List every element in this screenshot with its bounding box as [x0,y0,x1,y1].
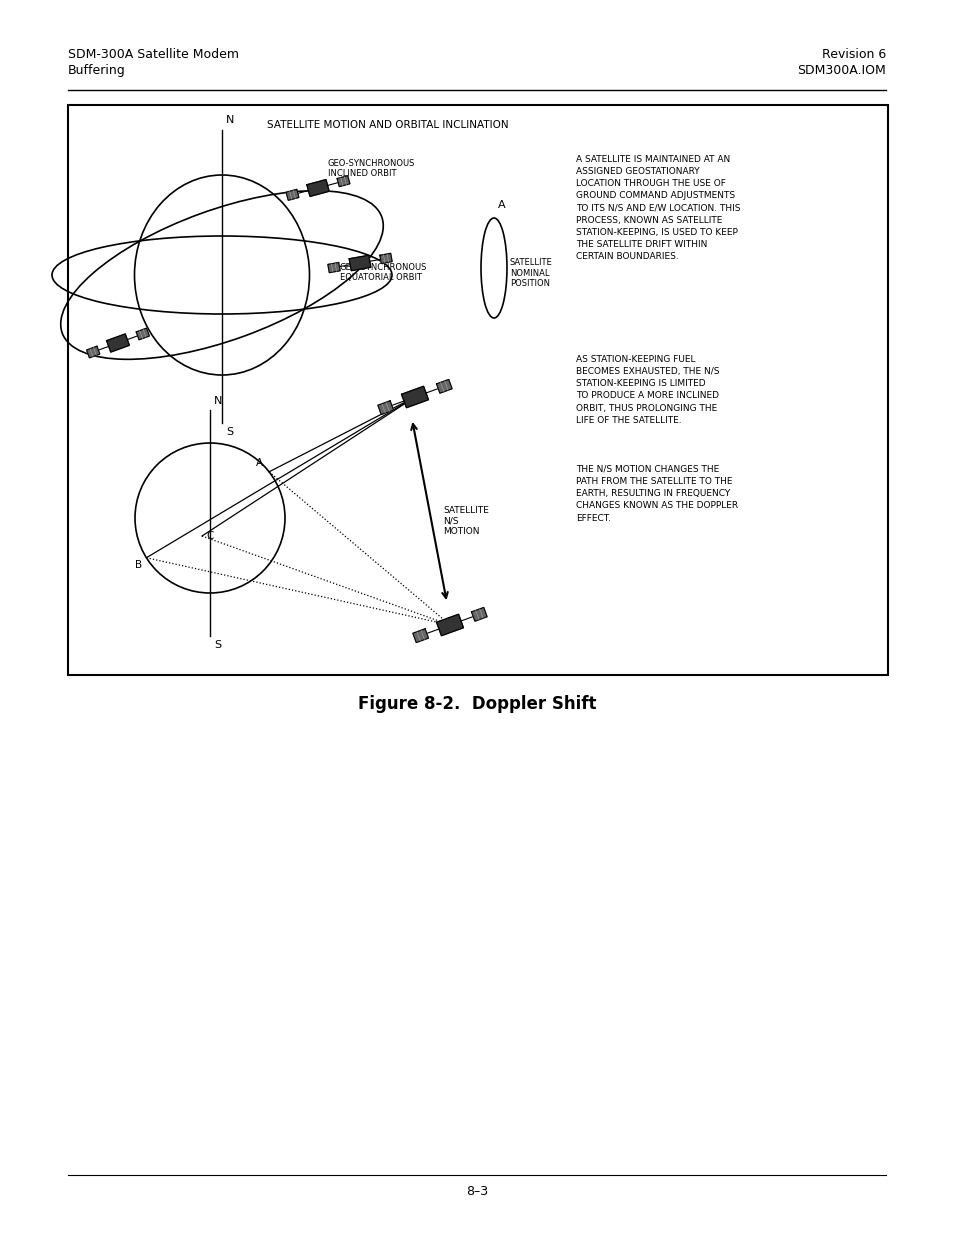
Text: A: A [497,200,505,210]
Polygon shape [336,175,350,186]
Polygon shape [436,614,463,636]
Text: N: N [213,396,222,406]
Ellipse shape [134,175,309,375]
Polygon shape [286,189,298,200]
Text: A: A [255,458,263,468]
Text: N: N [226,115,234,125]
Text: Buffering: Buffering [68,64,126,77]
Polygon shape [307,179,329,196]
Text: S: S [226,427,233,437]
Bar [68,105,887,676]
Text: C: C [206,531,213,541]
Text: SATELLITE
NOMINAL
POSITION: SATELLITE NOMINAL POSITION [510,258,552,288]
Polygon shape [377,401,393,415]
Text: SATELLITE
N/S
MOTION: SATELLITE N/S MOTION [442,506,488,536]
Polygon shape [436,379,452,393]
Polygon shape [349,256,371,270]
Text: SDM-300A Satellite Modem: SDM-300A Satellite Modem [68,48,239,61]
Polygon shape [471,608,487,621]
Polygon shape [401,387,428,408]
Text: SATELLITE MOTION AND ORBITAL INCLINATION: SATELLITE MOTION AND ORBITAL INCLINATION [267,120,508,130]
Text: Revision 6: Revision 6 [821,48,885,61]
Polygon shape [107,333,130,352]
Text: AS STATION-KEEPING FUEL
BECOMES EXHAUSTED, THE N/S
STATION-KEEPING IS LIMITED
TO: AS STATION-KEEPING FUEL BECOMES EXHAUSTE… [576,354,719,425]
Text: A SATELLITE IS MAINTAINED AT AN
ASSIGNED GEOSTATIONARY
LOCATION THROUGH THE USE : A SATELLITE IS MAINTAINED AT AN ASSIGNED… [576,156,740,261]
Text: Figure 8-2.  Doppler Shift: Figure 8-2. Doppler Shift [357,695,596,713]
Polygon shape [87,346,100,358]
Text: GEO-SYNCHRONOUS
EQUATORIAL ORBIT: GEO-SYNCHRONOUS EQUATORIAL ORBIT [339,263,427,283]
Circle shape [135,443,285,593]
Polygon shape [136,329,150,340]
Text: GEO-SYNCHRONOUS
INCLINED ORBIT: GEO-SYNCHRONOUS INCLINED ORBIT [328,158,415,178]
Polygon shape [379,253,392,263]
Text: S: S [213,640,221,650]
Ellipse shape [480,219,506,317]
Text: THE N/S MOTION CHANGES THE
PATH FROM THE SATELLITE TO THE
EARTH, RESULTING IN FR: THE N/S MOTION CHANGES THE PATH FROM THE… [576,466,738,522]
Text: SDM300A.IOM: SDM300A.IOM [797,64,885,77]
Text: B: B [135,559,142,569]
Polygon shape [413,629,428,642]
Polygon shape [328,263,340,273]
Text: 8–3: 8–3 [465,1186,488,1198]
